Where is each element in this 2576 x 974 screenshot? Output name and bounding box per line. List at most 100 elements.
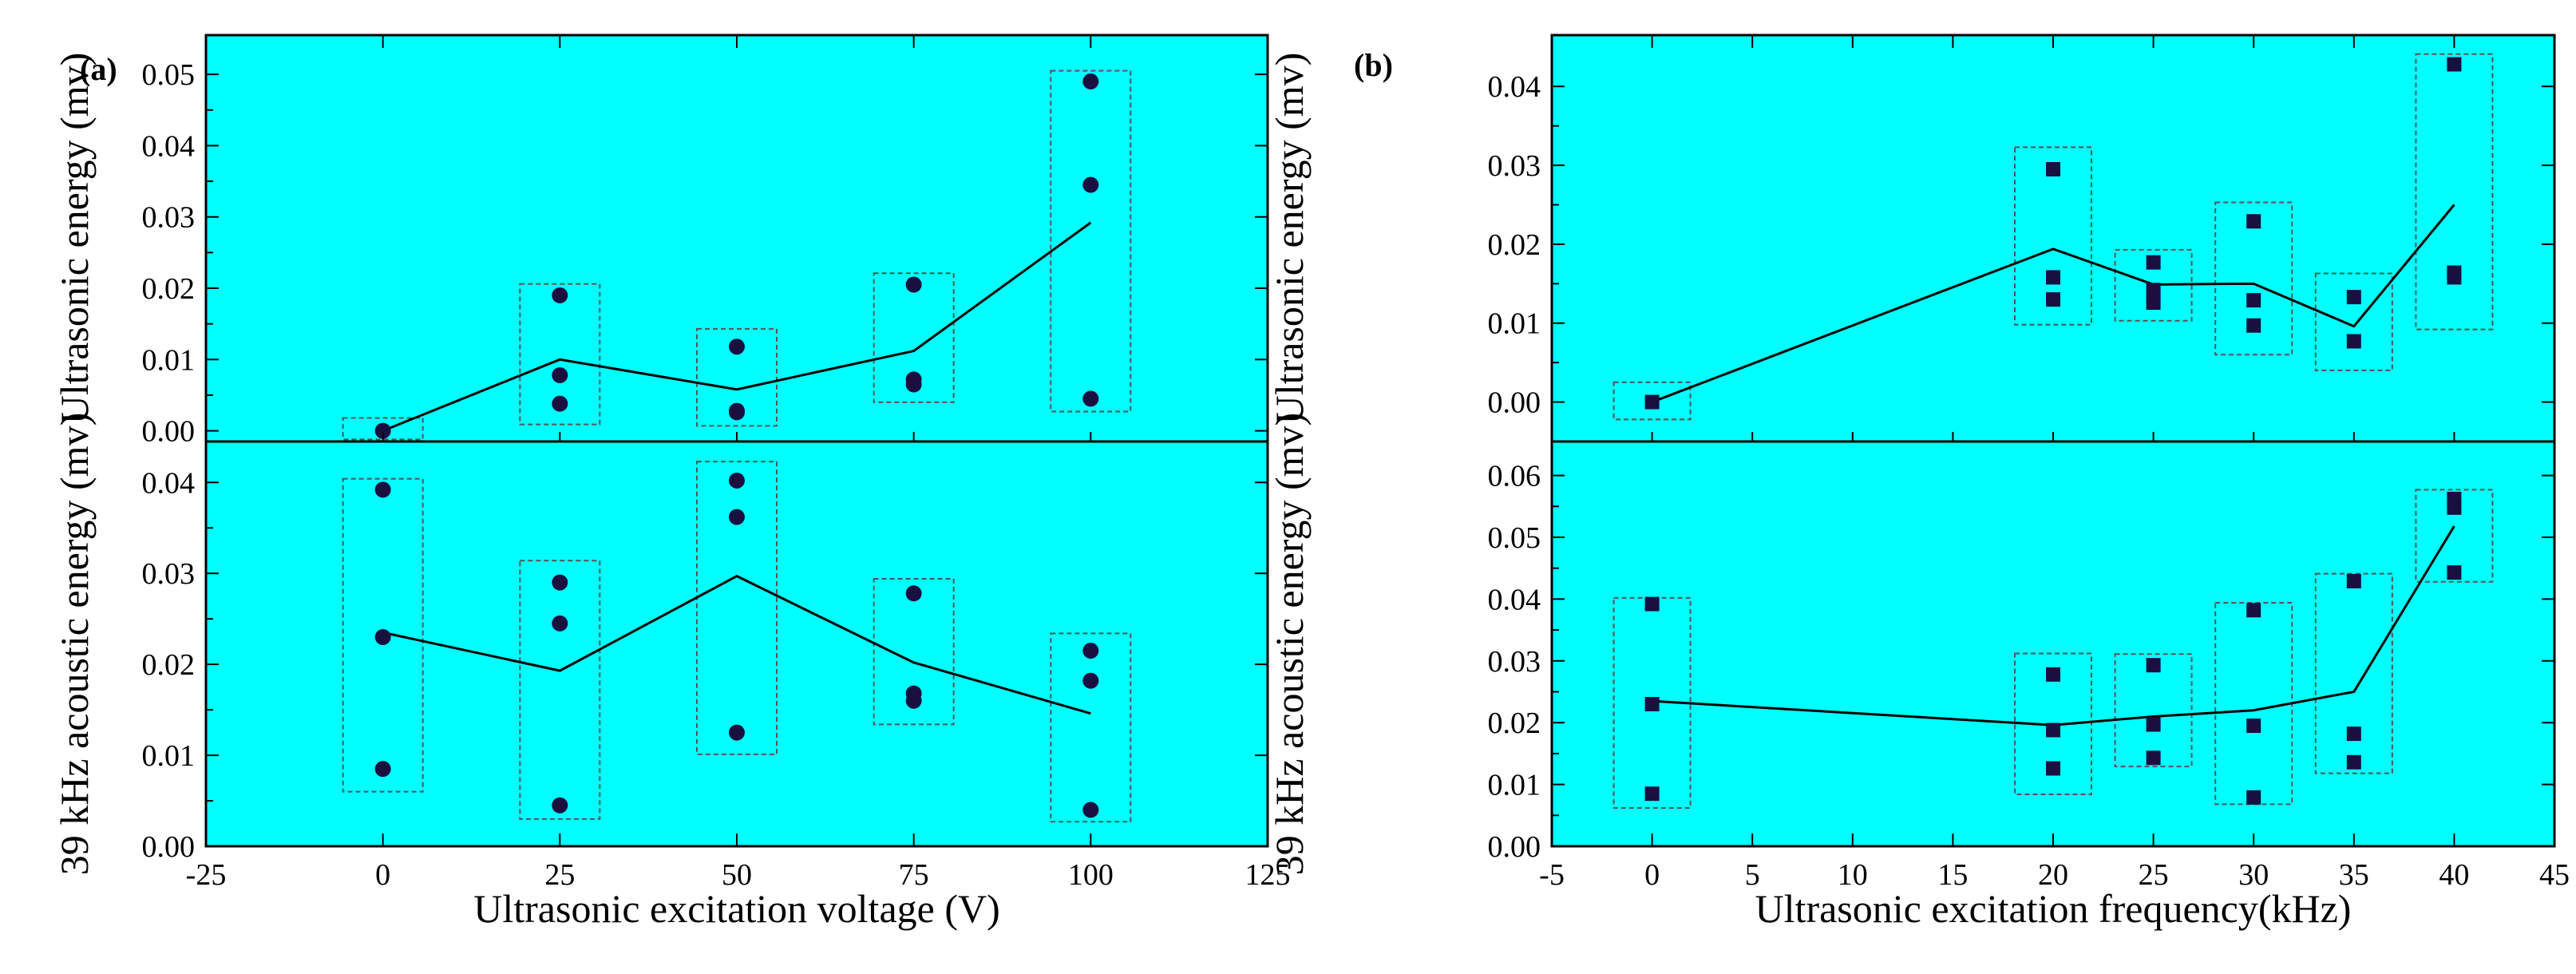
- group-box: [696, 327, 778, 427]
- y-tick-label: 0.03: [142, 557, 196, 591]
- data-point: [2346, 290, 2361, 305]
- data-point: [905, 585, 922, 602]
- data-point: [552, 574, 568, 591]
- x-tick-label: 10: [1838, 858, 1868, 892]
- data-point: [1082, 643, 1099, 659]
- y-tick-label: 0.05: [142, 58, 196, 92]
- data-point: [1082, 672, 1099, 689]
- data-point: [2046, 162, 2060, 177]
- y-axis-label: Ultrasonic energy (mv): [1267, 53, 1312, 425]
- group-box: [2114, 653, 2193, 768]
- data-point: [374, 481, 391, 498]
- group-box: [2415, 489, 2494, 583]
- data-point: [1082, 176, 1099, 193]
- data-point: [552, 395, 568, 412]
- data-point: [1082, 802, 1099, 818]
- data-point: [552, 797, 568, 814]
- x-tick-label: 25: [544, 858, 575, 892]
- y-tick-label: 0.00: [1488, 386, 1541, 420]
- data-point: [2146, 295, 2161, 311]
- data-point: [2146, 658, 2161, 673]
- data-point: [1082, 390, 1099, 407]
- mean-line: [1652, 525, 2455, 727]
- y-tick-label: 0.00: [1488, 830, 1541, 864]
- x-tick-label: 15: [1937, 858, 1968, 892]
- data-point: [2146, 283, 2161, 298]
- subplot-ultrasonic-energy: 0.00 0.01 0.02 0.03 0.04 Ultrasonic energy (m…: [1267, 53, 2554, 425]
- y-tick-label: 0.02: [1488, 707, 1541, 740]
- data-point: [2246, 214, 2261, 229]
- group-box: [2314, 572, 2393, 774]
- y-tick-label: 0.02: [142, 648, 196, 682]
- data-point: [905, 276, 922, 293]
- data-point: [2146, 750, 2161, 766]
- group-box: [2214, 201, 2293, 356]
- y-tick-label: 0.04: [1488, 70, 1541, 104]
- data-point: [2447, 57, 2462, 72]
- group-box: [1050, 69, 1132, 413]
- group-box: [696, 461, 778, 755]
- mean-line: [382, 221, 1092, 432]
- y-tick-label: 0.05: [1488, 521, 1541, 555]
- y-tick-label: 0.03: [1488, 149, 1541, 183]
- subplot-acoustic-energy: 0.00 0.01 0.02 0.03 0.04 39 kHz acoustic ener…: [52, 413, 1268, 875]
- data-point: [2046, 723, 2060, 738]
- data-point: [2246, 293, 2261, 308]
- data-point: [2146, 255, 2161, 270]
- x-tick-label: 5: [1745, 858, 1760, 892]
- group-box: [2014, 146, 2092, 326]
- y-tick-label: 0.06: [1488, 460, 1541, 493]
- group-box: [342, 417, 424, 441]
- data-point: [729, 339, 745, 355]
- x-axis-label: Ultrasonic excitation frequency(kHz): [1755, 886, 2352, 931]
- data-point: [1082, 73, 1099, 90]
- x-axis-label: Ultrasonic excitation voltage (V): [473, 886, 1000, 931]
- x-tick-label: 20: [2038, 858, 2068, 892]
- data-point: [2346, 334, 2361, 349]
- data-point: [729, 724, 745, 741]
- y-axis-label: 39 kHz acoustic energy (mv): [1267, 413, 1312, 875]
- data-point: [1644, 786, 1660, 802]
- x-tick-label: 100: [1068, 858, 1114, 892]
- subplot-acoustic-energy: 0.00 0.01 0.02 0.03 0.04 0.05 0.06 39 kHz acous…: [1267, 413, 2554, 875]
- data-point: [2046, 292, 2060, 307]
- y-axis-label: 39 kHz acoustic energy (mv): [52, 413, 97, 875]
- x-tick-label: 40: [2439, 858, 2469, 892]
- data-point: [905, 692, 922, 709]
- data-point: [2447, 270, 2462, 285]
- data-point: [2046, 667, 2060, 682]
- x-tick-label: 25: [2139, 858, 2169, 892]
- data-point: [552, 366, 568, 383]
- data-point: [2246, 603, 2261, 618]
- x-tick-label: 35: [2339, 858, 2369, 892]
- y-axis-label: Ultrasonic energy (mv): [52, 53, 97, 425]
- data-point: [374, 422, 391, 439]
- data-point: [1644, 596, 1660, 612]
- x-tick-label: 75: [899, 858, 929, 892]
- data-point: [552, 287, 568, 303]
- data-point: [2046, 270, 2060, 285]
- y-tick-label: 0.00: [142, 415, 196, 449]
- x-tick-label: -25: [186, 858, 227, 892]
- y-tick-label: 0.01: [1488, 769, 1541, 802]
- data-point: [374, 761, 391, 778]
- panel-b: 0.00 0.01 0.02 0.03 0.04 Ultrasonic energy (m…: [1267, 34, 2570, 931]
- x-tick-label: 45: [2539, 858, 2570, 892]
- y-tick-label: 0.03: [142, 201, 196, 235]
- panel-label: (a): [80, 51, 117, 87]
- group-box: [2314, 272, 2393, 372]
- data-point: [2447, 565, 2462, 580]
- y-tick-label: 0.00: [142, 830, 196, 864]
- x-tick-label: -5: [1539, 858, 1565, 892]
- data-point: [2346, 573, 2361, 588]
- y-tick-label: 0.01: [1488, 307, 1541, 341]
- data-point: [2447, 500, 2462, 515]
- data-point: [2246, 719, 2261, 734]
- x-tick-label: 125: [1245, 858, 1291, 892]
- group-box: [2014, 652, 2092, 795]
- subplot-ultrasonic-energy: 0.00 0.01 0.02 0.03 0.04 0.05 Ultrasonic energ…: [52, 53, 1268, 449]
- data-point: [2146, 717, 2161, 732]
- data-point: [552, 615, 568, 632]
- x-tick-label: 0: [1644, 858, 1660, 892]
